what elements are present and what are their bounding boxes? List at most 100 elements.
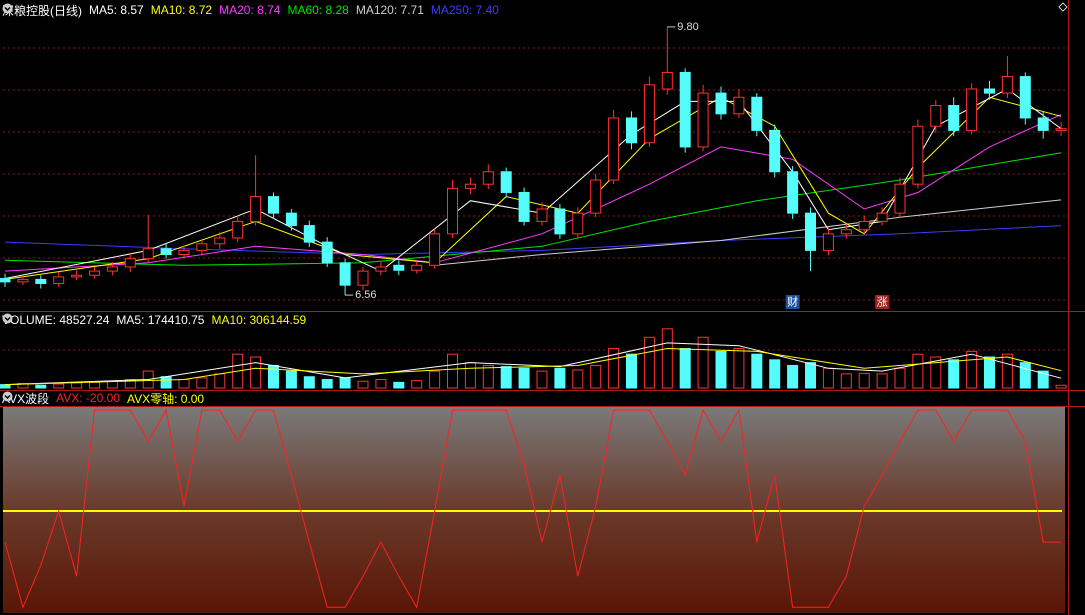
volume-bar <box>912 353 924 389</box>
candle-body <box>554 208 566 235</box>
candle-body <box>196 243 208 251</box>
ma-line <box>4 114 1062 272</box>
volume-bar <box>1001 353 1013 389</box>
candle-body <box>160 248 172 256</box>
candle-body <box>35 278 47 285</box>
candle-body <box>661 71 673 90</box>
grid <box>3 47 1068 351</box>
candle-body <box>733 96 745 115</box>
ma-legend: MA20: 8.74 <box>219 3 281 17</box>
volume-bar <box>160 376 172 389</box>
collapse-icon[interactable] <box>2 313 13 324</box>
volume-bar <box>679 348 691 389</box>
volume-bar <box>858 372 870 389</box>
candle-body <box>411 264 423 271</box>
volume-header: VOLUME: 48527.24 MA5: 174410.75 MA10: 3061… <box>2 313 313 327</box>
settings-icon[interactable] <box>1058 2 1068 12</box>
candle-body <box>876 212 888 222</box>
candle-body <box>303 225 315 243</box>
volume-bar <box>393 381 405 389</box>
candle-body <box>930 105 942 127</box>
avx-line <box>4 408 1062 609</box>
volume-bar <box>375 379 387 389</box>
candle-body <box>715 92 727 115</box>
volume-bar <box>500 366 512 389</box>
volume-bar <box>411 380 423 389</box>
candle-body <box>53 276 65 285</box>
ma-legend: MA5: 8.57 <box>89 3 144 17</box>
event-marker-label: 财 <box>787 294 798 308</box>
volume-bar <box>733 348 745 389</box>
candle-body <box>697 92 709 148</box>
volume-bar <box>518 367 530 389</box>
volume-bar <box>53 383 65 389</box>
volume-bar <box>321 379 333 389</box>
volume-bar <box>822 367 834 389</box>
candle-body <box>214 237 226 245</box>
price-header: 深粮控股(日线) MA5: 8.57 MA10: 8.72 MA20: 8.74 MA6… <box>2 3 506 18</box>
volume-bar <box>1037 370 1049 389</box>
volume-ma-line <box>4 347 1062 386</box>
candle-body <box>142 248 154 260</box>
candle-body <box>339 262 351 286</box>
candle-body <box>966 88 978 131</box>
volume-bar <box>429 370 441 389</box>
volume-bar <box>876 373 888 389</box>
ma-line <box>4 152 1062 266</box>
ma-legend: MA10: 8.72 <box>150 3 213 17</box>
volume-bar <box>840 373 852 389</box>
ma-legend: MA120: 7.71 <box>355 3 424 17</box>
candle-body <box>232 220 244 239</box>
volume-bar <box>590 364 602 389</box>
volume-bar <box>250 356 262 389</box>
volume-bar <box>339 377 351 389</box>
volume-bar <box>0 384 11 389</box>
candle-body <box>518 191 530 222</box>
candle-body <box>482 171 494 185</box>
volume-bar <box>948 359 960 389</box>
candle-body <box>894 183 906 214</box>
avx-zero-legend: AVX零轴: 0.00 <box>126 391 205 406</box>
candle-body <box>1037 117 1049 131</box>
volume-bar <box>71 382 83 389</box>
collapse-icon[interactable] <box>2 391 13 402</box>
volume-ma-legend: MA10: 306144.59 <box>211 313 307 327</box>
volume-bar <box>357 380 369 389</box>
volume-ma-line <box>4 342 1062 386</box>
candle-body <box>805 212 816 251</box>
volume-bar <box>124 379 136 389</box>
candle-body <box>840 229 852 235</box>
annotation-label: 6.56 <box>355 289 376 301</box>
volume-bar <box>966 350 978 389</box>
candle-body <box>429 233 441 266</box>
candle-body <box>71 274 83 278</box>
candle-body <box>464 183 476 189</box>
candle-body <box>357 270 369 286</box>
collapse-icon[interactable] <box>2 3 13 14</box>
volume-bar <box>536 370 548 389</box>
volume-bar <box>608 348 620 389</box>
volume-bar <box>1019 362 1031 389</box>
candle-body <box>948 105 960 131</box>
candle-body <box>984 88 995 94</box>
annotation-label: 9.80 <box>677 21 698 33</box>
candle-body <box>447 187 458 235</box>
ma-legend: MA60: 8.28 <box>287 3 349 17</box>
volume-bar <box>214 373 226 389</box>
candle-body <box>268 196 279 214</box>
candle-body <box>912 125 924 185</box>
candle-body <box>822 233 834 251</box>
event-marker <box>785 295 800 309</box>
candle-body <box>375 266 387 272</box>
candle-body <box>590 179 602 214</box>
avx-header: AVX波段 AVX: -20.00 AVX零轴: 0.00 <box>2 391 211 406</box>
volume-ma-legend: MA5: 174410.75 <box>116 313 205 327</box>
candle-body <box>321 241 333 264</box>
candle-body <box>858 220 870 231</box>
volume-bar <box>106 380 118 389</box>
volume-bar <box>303 376 315 389</box>
candle-body <box>393 264 405 271</box>
candle-body <box>106 266 118 272</box>
